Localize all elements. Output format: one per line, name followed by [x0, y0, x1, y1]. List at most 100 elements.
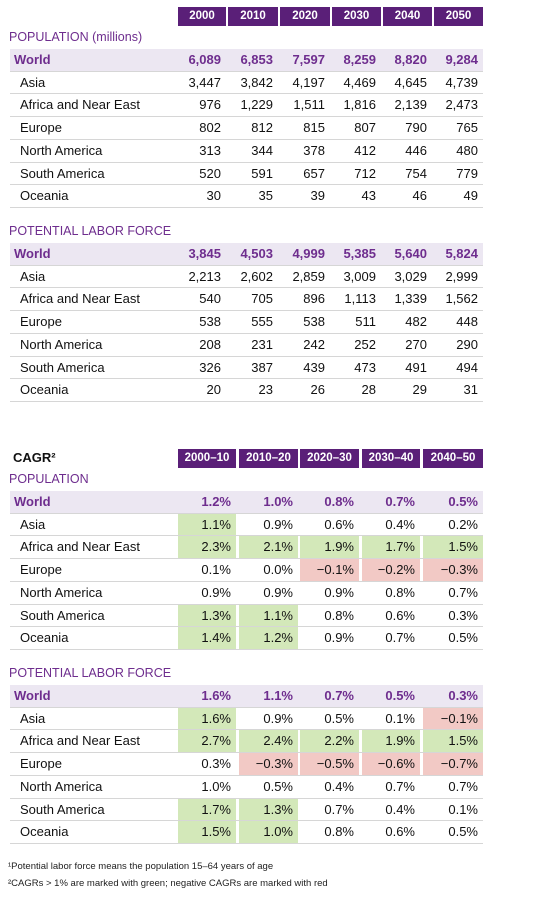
- cell-value: 494: [456, 359, 478, 375]
- cell-value: 1.5%: [201, 824, 231, 840]
- row-separator: [10, 648, 483, 650]
- footnote: ²CAGRs > 1% are marked with green; negat…: [8, 878, 328, 889]
- world-row-background: [10, 685, 483, 707]
- cell-highlight: [239, 604, 298, 627]
- cell-value: 2.1%: [263, 539, 293, 555]
- row-separator: [10, 70, 483, 72]
- row-label: South America: [20, 359, 105, 375]
- cell-value: 412: [354, 142, 376, 158]
- cell-value: 765: [456, 120, 478, 136]
- row-label: South America: [20, 607, 105, 623]
- cell-value: 815: [303, 120, 325, 136]
- row-label: Asia: [20, 516, 46, 532]
- column-header: 2020: [280, 7, 330, 26]
- cell-value: 2.2%: [324, 733, 354, 749]
- cell-value: 3,447: [188, 74, 221, 90]
- cell-highlight: [178, 604, 236, 627]
- cell-value: 705: [251, 291, 273, 307]
- cell-value: 23: [258, 382, 273, 398]
- cell-value: 252: [354, 336, 376, 352]
- cell-value: 0.8%: [324, 607, 354, 623]
- row-label: Europe: [20, 314, 62, 330]
- cell-highlight: [178, 513, 236, 536]
- cell-value: 2.7%: [201, 733, 231, 749]
- cell-value: 0.5%: [324, 710, 354, 726]
- cell-value: 0.9%: [324, 584, 354, 600]
- row-label: Asia: [20, 268, 46, 284]
- cell-value: 49: [463, 188, 478, 204]
- cell-value: 326: [199, 359, 221, 375]
- cell-value: 2.3%: [201, 539, 231, 555]
- cell-value: 2.4%: [263, 733, 293, 749]
- cell-value: 1.5%: [448, 733, 478, 749]
- cell-value: 520: [199, 165, 221, 181]
- cell-highlight: [239, 730, 298, 753]
- cell-value: 480: [456, 142, 478, 158]
- row-separator: [10, 206, 483, 208]
- cell-value: 4,469: [343, 74, 376, 90]
- cell-value: 31: [463, 382, 478, 398]
- cell-value: 0.7%: [385, 494, 415, 509]
- cell-value: 0.1%: [201, 562, 231, 578]
- cell-value: 1.3%: [201, 607, 231, 623]
- cell-value: 1.3%: [263, 801, 293, 817]
- cell-value: 26: [310, 382, 325, 398]
- cell-value: 0.8%: [385, 584, 415, 600]
- row-label: North America: [20, 336, 103, 352]
- row-label: Asia: [20, 74, 46, 90]
- row-separator: [10, 603, 483, 605]
- cell-value: 6,089: [188, 52, 221, 67]
- cell-value: 3,845: [188, 246, 221, 261]
- cell-value: 1,511: [293, 97, 325, 113]
- cell-value: 0.5%: [448, 630, 478, 646]
- row-label: World: [14, 494, 51, 509]
- cell-value: 976: [199, 97, 221, 113]
- cell-value: 0.4%: [324, 778, 354, 794]
- cell-value: 1.9%: [324, 539, 354, 555]
- cell-value: 555: [251, 314, 273, 330]
- row-label: Africa and Near East: [20, 291, 140, 307]
- cell-highlight: [178, 536, 236, 559]
- cell-value: 35: [258, 188, 273, 204]
- row-label: North America: [20, 778, 103, 794]
- cell-highlight: [362, 559, 420, 581]
- row-label: World: [14, 52, 51, 67]
- cell-value: 591: [251, 165, 273, 181]
- cell-value: 0.9%: [263, 516, 293, 532]
- column-header: 2050: [434, 7, 483, 26]
- cell-value: 1.2%: [201, 494, 231, 509]
- cell-value: 0.6%: [324, 516, 354, 532]
- cell-value: 0.8%: [324, 824, 354, 840]
- row-label: Europe: [20, 120, 62, 136]
- cell-value: 3,009: [343, 268, 376, 284]
- cell-value: 0.3%: [201, 756, 231, 772]
- cell-value: 30: [206, 188, 221, 204]
- cell-highlight: [423, 753, 483, 775]
- row-separator: [10, 138, 483, 140]
- row-separator: [10, 558, 483, 560]
- cell-value: 344: [251, 142, 273, 158]
- cell-highlight: [300, 559, 359, 581]
- cell-highlight: [300, 536, 359, 559]
- cell-highlight: [362, 753, 420, 775]
- row-separator: [10, 264, 483, 266]
- row-label: North America: [20, 584, 103, 600]
- row-separator: [10, 842, 483, 844]
- cell-value: 0.5%: [385, 688, 415, 703]
- cell-value: 4,645: [394, 74, 427, 90]
- cell-value: 1.5%: [448, 539, 478, 555]
- cell-value: 0.8%: [324, 494, 354, 509]
- cell-highlight: [239, 798, 298, 821]
- cell-value: 807: [354, 120, 376, 136]
- cell-value: 2,213: [188, 268, 221, 284]
- cell-value: 5,824: [445, 246, 478, 261]
- row-separator: [10, 332, 483, 334]
- cell-value: 1,816: [343, 97, 376, 113]
- section-title: POPULATION (millions): [9, 30, 143, 44]
- cell-value: 0.4%: [385, 516, 415, 532]
- cell-value: 540: [199, 291, 221, 307]
- cell-value: 1.1%: [263, 688, 293, 703]
- cell-value: 482: [405, 314, 427, 330]
- row-label: Africa and Near East: [20, 733, 140, 749]
- cell-value: 378: [303, 142, 325, 158]
